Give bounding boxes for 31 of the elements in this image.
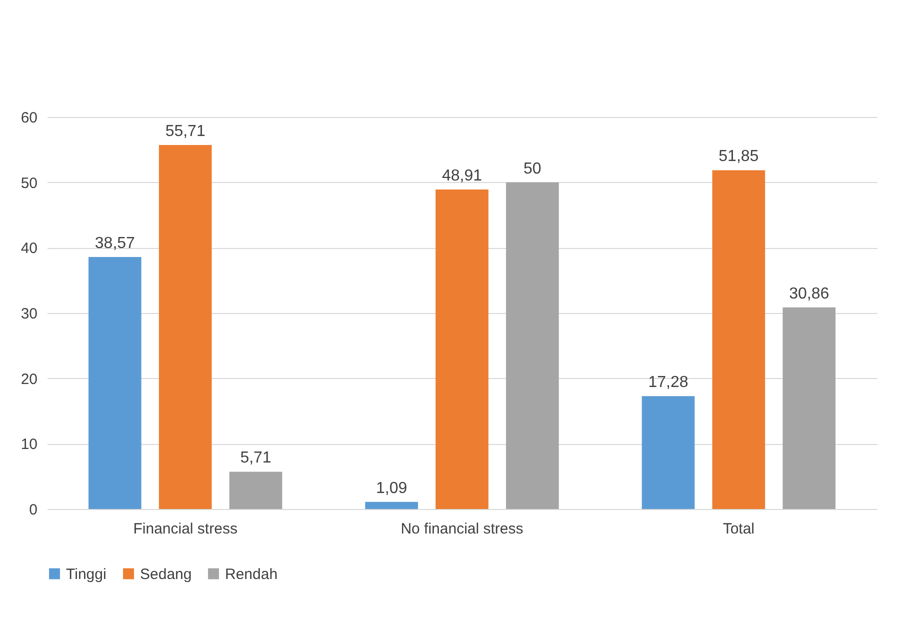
data-label: 48,91 bbox=[442, 167, 482, 184]
bar bbox=[506, 182, 559, 509]
y-tick-label: 60 bbox=[20, 110, 38, 126]
data-label: 1,09 bbox=[376, 480, 408, 497]
data-label: 17,28 bbox=[648, 374, 688, 392]
data-label: 50 bbox=[524, 160, 542, 178]
bar bbox=[642, 396, 695, 509]
bar bbox=[712, 170, 766, 509]
bar bbox=[158, 145, 212, 509]
bar bbox=[88, 257, 142, 509]
bar bbox=[365, 502, 418, 509]
y-tick-label: 40 bbox=[20, 240, 38, 258]
y-tick-label: 50 bbox=[20, 174, 38, 192]
bar bbox=[436, 189, 488, 509]
legend-label: Tinggi bbox=[66, 566, 106, 583]
y-tick-label: 0 bbox=[29, 502, 38, 518]
data-label: 55,71 bbox=[165, 123, 206, 140]
y-tick-label: 20 bbox=[20, 370, 38, 388]
x-tick-label: Total bbox=[722, 520, 755, 538]
x-tick-label: No financial stress bbox=[400, 520, 524, 538]
legend-label: Sedang bbox=[140, 566, 192, 583]
data-label: 51,85 bbox=[718, 148, 759, 166]
y-tick-label: 10 bbox=[20, 436, 38, 454]
y-tick-label: 30 bbox=[20, 306, 38, 322]
x-tick-label: Financial stress bbox=[133, 520, 238, 538]
bar bbox=[229, 472, 282, 509]
data-label: 30,86 bbox=[789, 285, 830, 302]
data-label: 38,57 bbox=[94, 235, 136, 252]
legend-label: Rendah bbox=[225, 566, 278, 583]
bar bbox=[782, 307, 836, 509]
data-label: 5,71 bbox=[240, 450, 272, 467]
